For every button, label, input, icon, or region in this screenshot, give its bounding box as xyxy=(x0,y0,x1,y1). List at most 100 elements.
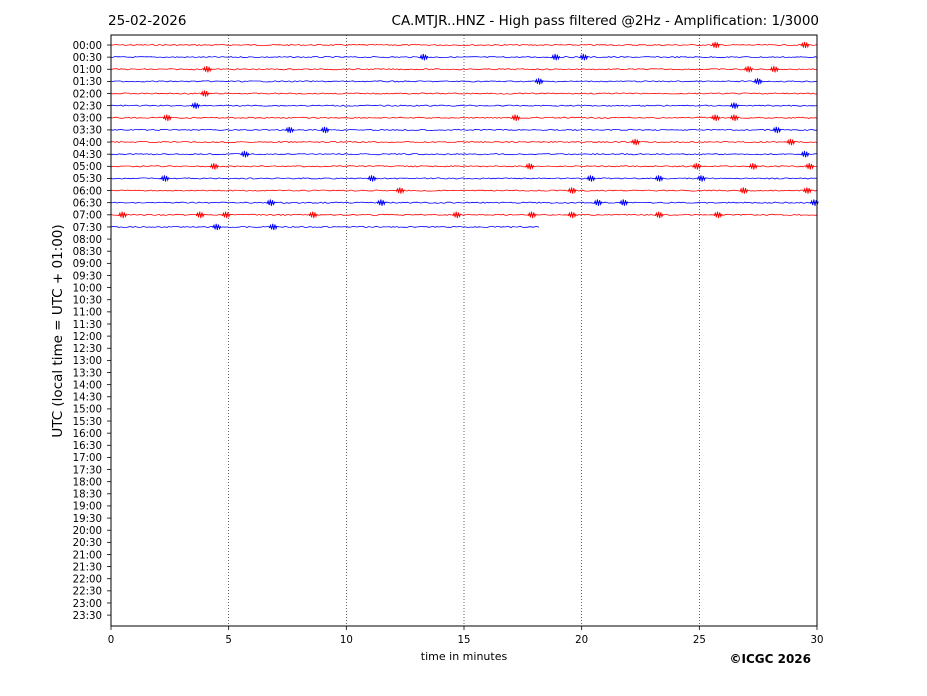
y-tick-label: 02:00 xyxy=(73,89,102,100)
trace-02:30 xyxy=(110,104,818,107)
y-tick-label: 20:00 xyxy=(73,526,102,537)
seismic-event xyxy=(711,41,720,49)
x-tick-label: 10 xyxy=(340,635,353,646)
seismic-event xyxy=(579,53,589,61)
x-tick-label: 15 xyxy=(458,635,471,646)
y-tick-label: 18:00 xyxy=(73,477,102,488)
y-tick-label: 13:30 xyxy=(73,368,102,379)
seismic-event xyxy=(567,211,577,219)
date-label: 25-02-2026 xyxy=(108,13,186,29)
seismic-event xyxy=(511,114,520,121)
y-tick-label: 15:00 xyxy=(73,405,102,416)
y-tick-label: 12:30 xyxy=(73,344,102,355)
trace-00:00 xyxy=(110,43,818,47)
seismic-event xyxy=(377,199,386,206)
trace-03:30 xyxy=(110,128,818,131)
seismic-event xyxy=(534,78,544,85)
seismic-event xyxy=(527,211,537,219)
trace-07:30 xyxy=(110,225,540,228)
y-tick-label: 13:00 xyxy=(73,356,102,367)
seismic-event xyxy=(160,175,170,182)
seismic-event xyxy=(268,223,278,231)
y-tick-label: 23:30 xyxy=(73,611,102,622)
y-tick-label: 17:00 xyxy=(73,453,102,464)
seismic-event xyxy=(396,187,405,194)
seismic-event xyxy=(772,126,782,134)
y-tick-label: 00:00 xyxy=(73,41,102,52)
seismic-event xyxy=(786,138,796,146)
y-tick-label: 00:30 xyxy=(73,53,102,64)
seismic-event xyxy=(419,53,429,61)
y-tick-label: 19:00 xyxy=(73,502,102,513)
seismic-event xyxy=(320,126,330,134)
chart-title: CA.MTJR..HNZ - High pass filtered @2Hz -… xyxy=(392,13,819,29)
y-tick-label: 07:00 xyxy=(73,211,102,222)
y-tick-label: 04:00 xyxy=(73,138,102,149)
y-tick-label: 17:30 xyxy=(73,465,102,476)
y-tick-label: 05:30 xyxy=(73,174,102,185)
seismic-event xyxy=(203,66,212,73)
seismic-event xyxy=(200,90,210,97)
seismic-event xyxy=(711,114,720,121)
seismic-event xyxy=(551,53,560,61)
seismic-event xyxy=(654,175,664,182)
trace-03:00 xyxy=(110,116,818,119)
trace-04:00 xyxy=(110,140,818,144)
y-axis-label: UTC (local time = UTC + 01:00) xyxy=(50,224,66,437)
y-tick-label: 16:30 xyxy=(73,441,102,452)
y-tick-label: 11:00 xyxy=(73,308,102,319)
x-tick-label: 20 xyxy=(575,635,588,646)
copyright-label: ©ICGC 2026 xyxy=(729,652,811,666)
y-tick-label: 20:30 xyxy=(73,538,102,549)
y-tick-label: 09:30 xyxy=(73,271,102,282)
x-tick-label: 5 xyxy=(225,635,231,646)
y-tick-label: 08:30 xyxy=(73,247,102,258)
y-tick-label: 14:30 xyxy=(73,393,102,404)
trace-00:30 xyxy=(110,56,818,59)
y-tick-label: 15:30 xyxy=(73,417,102,428)
seismic-event xyxy=(525,163,535,170)
y-tick-label: 04:30 xyxy=(73,150,102,161)
x-axis-label: time in minutes xyxy=(421,650,508,663)
seismic-event xyxy=(749,163,758,170)
x-tick-label: 30 xyxy=(811,635,824,646)
seismic-event xyxy=(266,199,276,206)
y-tick-label: 10:30 xyxy=(73,296,102,307)
y-tick-label: 01:30 xyxy=(73,77,102,88)
trace-04:30 xyxy=(110,153,818,156)
seismic-event xyxy=(619,199,629,206)
trace-05:30 xyxy=(110,177,818,180)
seismic-event xyxy=(195,211,205,219)
seismic-event xyxy=(770,66,779,73)
seismic-event xyxy=(221,211,231,219)
seismic-event xyxy=(593,199,603,206)
y-tick-label: 18:30 xyxy=(73,490,102,501)
seismic-event xyxy=(692,163,702,170)
seismic-event xyxy=(367,175,377,182)
seismic-event xyxy=(118,211,127,219)
x-tick-label: 25 xyxy=(693,635,706,646)
seismic-event xyxy=(803,187,812,194)
trace-01:30 xyxy=(110,80,817,83)
seismic-event xyxy=(567,187,577,194)
x-tick-label: 0 xyxy=(108,635,114,646)
trace-06:30 xyxy=(110,201,818,204)
trace-06:00 xyxy=(110,189,818,192)
y-tick-label: 10:00 xyxy=(73,283,102,294)
seismic-event xyxy=(452,211,462,219)
y-tick-label: 07:30 xyxy=(73,223,102,234)
y-tick-label: 08:00 xyxy=(73,235,102,246)
seismic-event xyxy=(697,175,706,182)
y-tick-label: 09:00 xyxy=(73,259,102,270)
y-tick-label: 05:00 xyxy=(73,162,102,173)
y-tick-label: 06:00 xyxy=(73,186,102,197)
trace-07:00 xyxy=(110,213,818,216)
seismic-event xyxy=(744,66,753,73)
y-tick-label: 14:00 xyxy=(73,380,102,391)
seismic-event xyxy=(739,187,749,194)
seismic-event xyxy=(800,41,810,49)
seismic-event xyxy=(631,138,640,146)
seismic-event xyxy=(654,211,664,219)
